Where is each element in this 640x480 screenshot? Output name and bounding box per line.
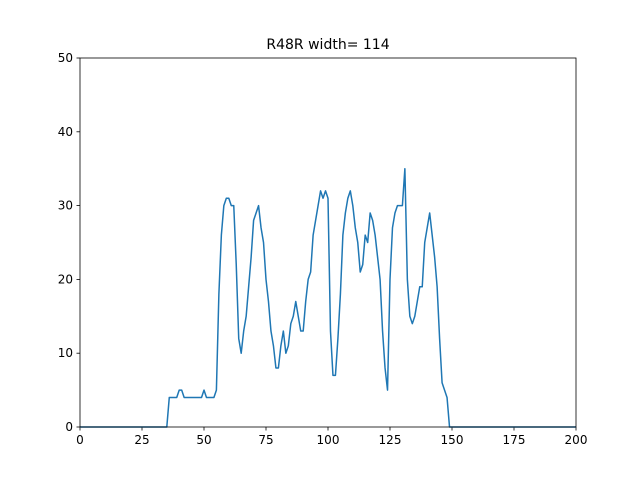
y-tick-label: 10: [58, 346, 73, 360]
y-tick-label: 40: [58, 125, 73, 139]
plot-frame: [79, 57, 577, 428]
x-tick-label: 200: [565, 433, 588, 447]
x-tick-label: 25: [134, 433, 149, 447]
x-tick-label: 50: [196, 433, 211, 447]
x-tick-label: 0: [76, 433, 84, 447]
x-tick-label: 125: [379, 433, 402, 447]
y-tick-label: 30: [58, 199, 73, 213]
line: [80, 167, 576, 428]
y-tick-label: 0: [65, 420, 73, 434]
y-tick-label: 50: [58, 51, 73, 65]
x-tick-label: 150: [441, 433, 464, 447]
y-tick-label: 20: [58, 272, 73, 286]
x-tick-label: 75: [258, 433, 273, 447]
x-tick-label: 100: [317, 433, 340, 447]
chart-title: R48R width= 114: [266, 37, 389, 53]
x-tick-label: 175: [503, 433, 526, 447]
